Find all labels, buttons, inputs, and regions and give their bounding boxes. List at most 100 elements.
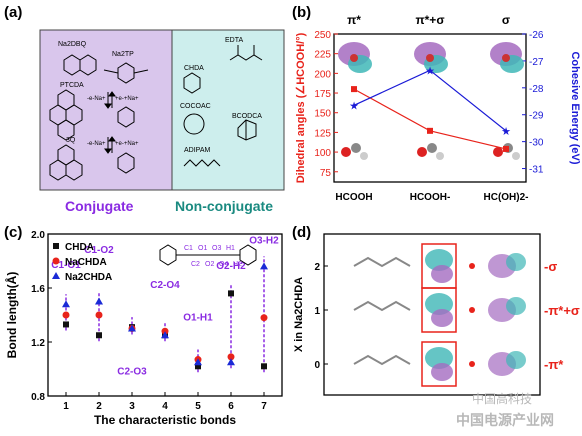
orbital-atom [502, 54, 510, 62]
orbital-atom [426, 54, 434, 62]
chart-c-point-NaCHDA [62, 311, 70, 319]
chart-b-point-cohesive: ★ [501, 126, 511, 138]
reaction-labels: -e-Na+ +e-+Na+ -e-Na+ +e-+Na+ [87, 96, 139, 147]
chart-c-point-CHDA [63, 321, 69, 328]
molecule-hydrogen-atom [512, 152, 520, 160]
chart-c-legend-label: Na2CHDA [65, 272, 112, 283]
watermark-line2: 中国电源产业网 [456, 413, 554, 429]
chart-c-point-Na2CHDA [95, 297, 103, 305]
panel-a-figure: EDTA CHDA COCOAC BCODCA ADIPAM Na2DBQ Na… [39, 29, 285, 214]
chart-c-x-tick-label: 1 [63, 401, 69, 412]
panel-d-orbital-purple [431, 265, 453, 283]
chart-c-structure-label: O3 [212, 245, 221, 252]
chart-b-right-tick-label: -27 [529, 57, 544, 68]
panel-d-label: (d) [292, 224, 312, 241]
chart-c-x-tick-label: 2 [96, 401, 102, 412]
3q-label: 3Q [66, 137, 76, 144]
reaction-label-2: +e-+Na+ [115, 96, 139, 102]
chart-b-point-dihedral [351, 86, 357, 93]
ptcda-label: PTCDA [60, 82, 84, 89]
chart-b-category-label: HCOOH- [410, 192, 451, 203]
orbital-atom [350, 54, 358, 62]
chart-b: 75 100 125 150 175 200 225 250 -31 -30 -29 -28 -27 -2… [295, 13, 581, 203]
panel-c: (c) 0.8 1.2 1.6 2.0 1 2 3 4 5 6 7 The characteristi… [0, 220, 290, 431]
chart-b-right-tick-label: -31 [529, 165, 544, 176]
panel-d-y-tick-label: 0 [314, 360, 320, 371]
panel-d-y-tick-label: 1 [314, 306, 320, 317]
panel-d-oxygen-atom [469, 307, 475, 313]
na2dbq-label: Na2DBQ [58, 41, 87, 48]
molecule-carbon-atom [351, 143, 361, 153]
reaction-label-3: -e-Na+ [87, 141, 106, 147]
molecule-carbon-atom [427, 143, 437, 153]
chart-c-point-CHDA [261, 363, 267, 370]
chart-c-point-NaCHDA [227, 353, 235, 361]
panel-d-orbital-cyan [425, 347, 453, 369]
conjugate-box [39, 29, 173, 191]
panel-d-orbital-label: -π* [544, 357, 564, 372]
chart-b-ylabel-right: Cohesive Energy (eV) [569, 51, 581, 164]
chart-c-point-CHDA [195, 363, 201, 370]
chart-c-structure-ring-2 [239, 244, 257, 266]
chart-c-point-Na2CHDA [260, 262, 268, 270]
chart-c-ylabel: Bond length(Å) [4, 272, 19, 359]
panel-d-orbital-cyan [506, 351, 526, 369]
edta-label: EDTA [225, 37, 243, 44]
chart-b-point-dihedral [427, 127, 433, 134]
molecule-oxygen-atom [341, 147, 351, 157]
reaction-label-4: +e-+Na+ [115, 141, 139, 147]
chart-b-category-label: HCOOH [335, 192, 372, 203]
chart-b-right-tick-label: -28 [529, 84, 544, 95]
adipam-label: ADIPAM [184, 147, 210, 154]
chart-c-point-Na2CHDA [161, 331, 169, 339]
chart-b-point-dihedral [503, 145, 509, 152]
chart-b-right-tick-label: -30 [529, 138, 544, 149]
chart-c-structure-ring-1 [159, 244, 177, 266]
chart-c-legend-label: NaCHDA [65, 257, 107, 268]
chart-c-structure-label: O2 [205, 261, 214, 268]
molecule-hydrogen-atom [436, 152, 444, 160]
panel-d-oxygen-atom [469, 263, 475, 269]
molecule-oxygen-atom [493, 147, 503, 157]
panel-a-label: (a) [4, 4, 23, 21]
panel-c-label: (c) [4, 224, 23, 241]
chart-b-right-tick-label: -29 [529, 111, 544, 122]
chart-b-series-line-1 [353, 69, 507, 132]
chart-c-structure-label: C2 [191, 261, 200, 268]
chart-b-left-tick-label: 125 [314, 128, 331, 139]
panel-d-orbital-cyan [506, 253, 526, 271]
chart-b-left-tick-label: 175 [314, 89, 331, 100]
chart-c-x-tick-label: 5 [195, 401, 201, 412]
nonconjugate-box [171, 29, 285, 191]
molecule-hydrogen-atom [360, 152, 368, 160]
chart-c-annotation: C2-O3 [117, 366, 147, 377]
cocoac-label: COCOAC [180, 103, 211, 110]
reaction-label-1: -e-Na+ [87, 96, 106, 102]
chart-b-left-tick-label: 150 [314, 109, 331, 120]
panel-d-orbital-label: -σ [544, 259, 557, 274]
chart-c-point-Na2CHDA [128, 324, 136, 332]
chda-label: CHDA [184, 65, 204, 72]
chart-c-structure-label: H1 [226, 245, 235, 252]
chart-c-structure-label: H2 [233, 261, 242, 268]
chart-c-x-tick-label: 6 [228, 401, 234, 412]
chart-b-left-tick-label: 100 [314, 148, 331, 159]
chart-c-y-tick-label: 2.0 [31, 230, 45, 241]
bcodca-label: BCODCA [232, 113, 262, 120]
chart-b-left-tick-label: 200 [314, 69, 331, 80]
panel-d-highlight-box [421, 341, 457, 387]
conj-reaction-molecules [117, 106, 135, 174]
watermark-line1: 中国高科技 [472, 392, 533, 406]
panel-a: (a) [0, 0, 290, 215]
chart-c-annotation: O2-H2 [216, 261, 246, 272]
molecule-oxygen-atom [417, 147, 427, 157]
nonconj-molecule-labels: EDTA CHDA COCOAC BCODCA ADIPAM [180, 37, 262, 154]
chart-c-x-tick-label: 4 [162, 401, 168, 412]
nonconj-molecules [183, 45, 263, 167]
chart-c-point-CHDA [228, 290, 234, 297]
chart-c-y-tick-label: 0.8 [31, 392, 45, 403]
chart-c-point-NaCHDA [161, 327, 169, 335]
panel-d-orbital-cyan [425, 293, 453, 315]
chart-c-legend-marker [53, 243, 59, 249]
chart-c-structure: C1 C2 O1 O2 O3 O4 H1 H2 [159, 244, 257, 268]
